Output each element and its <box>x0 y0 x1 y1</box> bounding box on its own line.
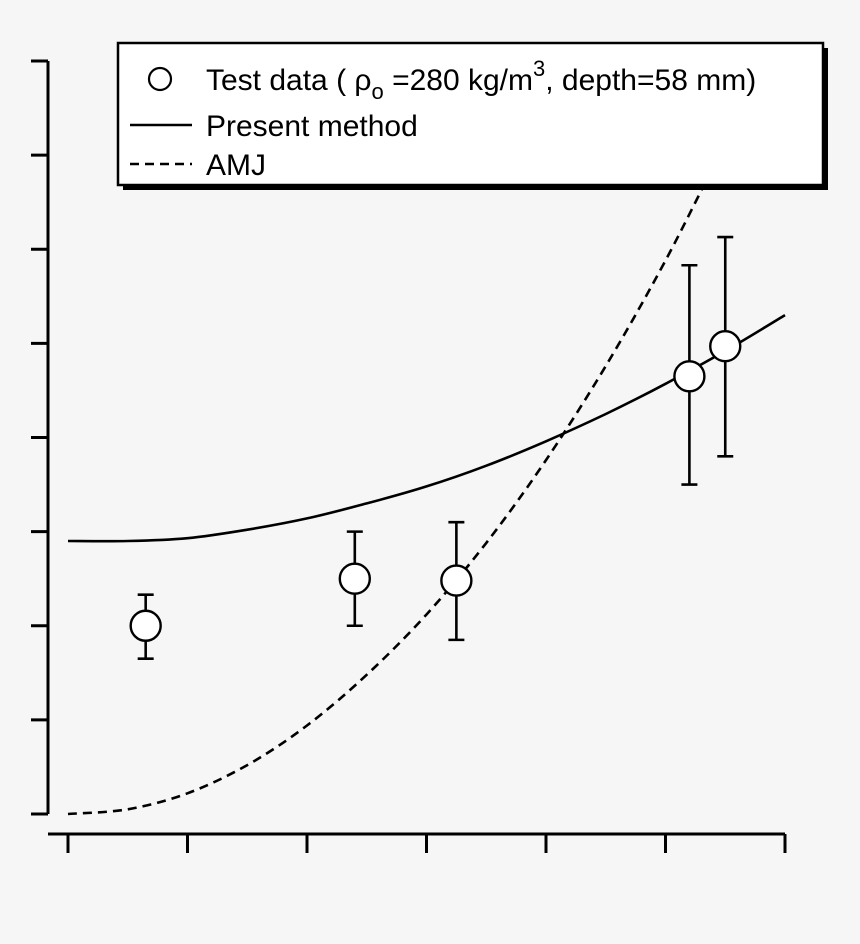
test-data-point <box>338 562 371 595</box>
legend: Test data ( ρo =280 kg/m3, depth=58 mm) … <box>116 41 828 190</box>
legend-rho-subscript: o <box>371 79 383 104</box>
axes <box>31 59 787 853</box>
legend-box <box>116 41 825 187</box>
legend-test-suffix: , depth=58 mm) <box>545 64 756 97</box>
legend-label-present-method: Present method <box>206 110 418 143</box>
legend-superscript: 3 <box>533 56 545 81</box>
legend-test-prefix: Test data ( <box>206 64 354 97</box>
test-data-point <box>129 609 162 642</box>
test-data-point <box>673 360 706 393</box>
plot-area <box>67 83 786 816</box>
amj-curve <box>67 83 763 816</box>
test-data-point <box>709 329 742 363</box>
legend-label-amj: AMJ <box>206 149 266 182</box>
legend-test-mid: =280 kg/m <box>384 64 533 97</box>
legend-marker-test-data <box>147 66 173 92</box>
present-method-curve <box>67 313 786 543</box>
legend-label-test-data: Test data ( ρo =280 kg/m3, depth=58 mm) <box>206 56 756 104</box>
legend-rho: ρ <box>354 64 371 97</box>
test-data-point <box>440 564 473 597</box>
